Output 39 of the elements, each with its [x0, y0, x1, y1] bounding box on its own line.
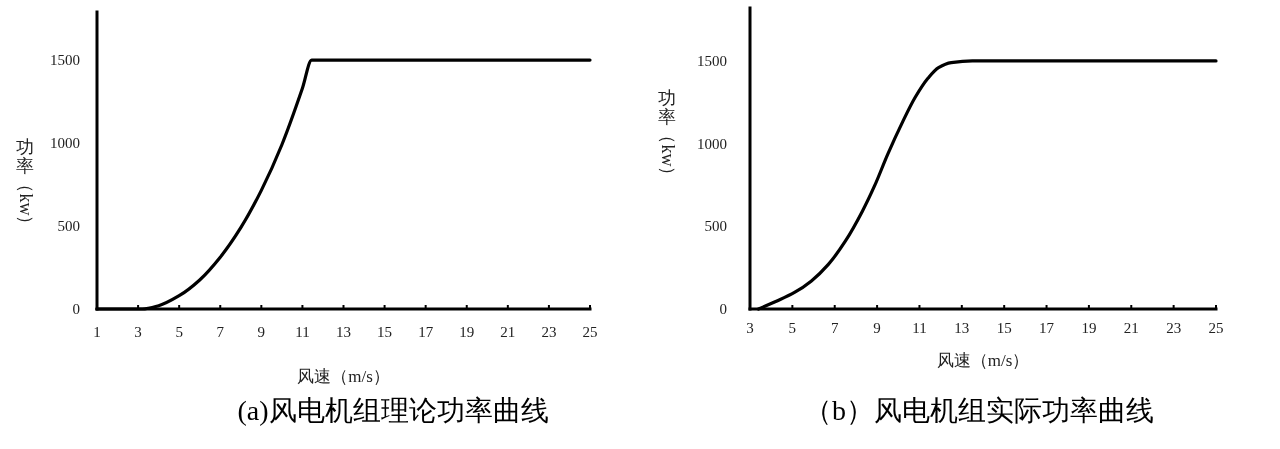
y-tick-label: 1000	[697, 135, 727, 152]
y-tick-label: 500	[704, 218, 727, 235]
x-tick-label: 9	[873, 320, 881, 336]
y-tick-label: 1000	[50, 135, 80, 152]
x-tick-label: 21	[500, 324, 516, 340]
x-tick-label: 19	[1081, 320, 1097, 336]
x-tick-label: 17	[418, 324, 434, 340]
x-tick-label: 23	[541, 324, 557, 340]
x-tick-label: 17	[1039, 320, 1055, 336]
x-tick-label: 3	[134, 324, 142, 340]
x-tick-label: 19	[459, 324, 475, 340]
y-tick-label: 1500	[697, 52, 727, 69]
x-tick-label: 15	[996, 320, 1012, 336]
x-tick-label: 7	[216, 324, 225, 340]
x-tick-label: 7	[830, 320, 839, 336]
x-axis-title: 风速（m/s）	[936, 351, 1030, 370]
y-axis-title: 功率（kw）	[657, 87, 678, 185]
y-tick-label: 0	[72, 301, 80, 317]
x-tick-label: 25	[582, 324, 598, 340]
y-axis-title: 功率（kw）	[15, 136, 36, 234]
x-tick-label: 25	[1208, 320, 1224, 336]
y-tick-label: 500	[57, 218, 80, 235]
x-tick-label: 5	[788, 320, 797, 336]
text: (a)风电机组理论功率曲线	[237, 395, 549, 426]
x-tick-label: 23	[1166, 320, 1182, 336]
x-tick-label: 21	[1123, 320, 1139, 336]
text: （b）风电机组实际功率曲线	[804, 395, 1154, 426]
x-tick-label: 1	[93, 324, 101, 340]
x-tick-label: 11	[912, 320, 927, 336]
x-tick-label: 11	[295, 324, 310, 340]
x-tick-label: 5	[175, 324, 183, 340]
y-tick-label: 0	[719, 301, 727, 317]
y-tick-label: 1500	[50, 52, 80, 69]
x-axis-title: 风速（m/s）	[297, 367, 390, 386]
x-tick-label: 15	[377, 324, 393, 340]
x-tick-label: 13	[954, 320, 970, 336]
x-tick-label: 13	[336, 324, 351, 340]
x-tick-label: 3	[746, 320, 754, 336]
x-tick-label: 9	[257, 324, 266, 340]
